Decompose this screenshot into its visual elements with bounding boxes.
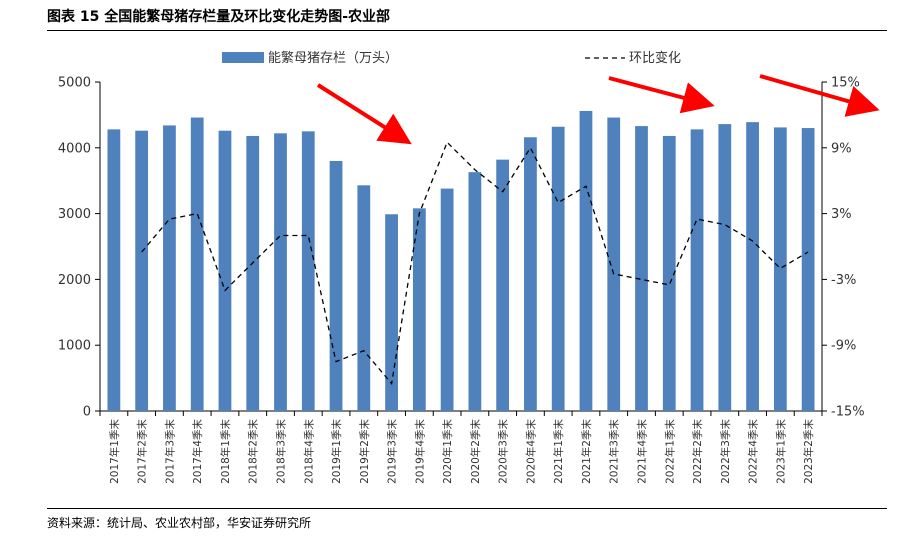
bar	[329, 160, 343, 411]
x-tick-label: 2018年1季末	[219, 419, 232, 484]
red-arrow-annotation	[759, 74, 880, 117]
legend-label-line: 环比变化	[629, 50, 681, 66]
bar	[107, 129, 121, 411]
x-tick-label: 2023年1季末	[774, 419, 787, 484]
x-tick-label: 2019年3季末	[386, 419, 399, 484]
bar	[135, 130, 149, 411]
x-tick-label: 2019年1季末	[330, 419, 343, 484]
bar	[385, 214, 398, 411]
bar	[246, 135, 260, 411]
x-tick-label: 2021年3季末	[608, 419, 621, 484]
y-right-tick-label: -15%	[831, 405, 865, 420]
y-right-tick-label: -9%	[831, 339, 856, 354]
y-right-tick-label: 3%	[831, 207, 852, 222]
bar	[524, 137, 537, 411]
bar	[301, 131, 315, 411]
legend-label-bar: 能繁母猪存栏（万头）	[268, 50, 398, 66]
x-tick-label: 2022年4季末	[747, 419, 760, 484]
x-tick-label: 2017年4季末	[191, 419, 204, 484]
x-tick-label: 2019年2季末	[358, 419, 371, 484]
bar	[773, 127, 787, 411]
x-tick-label: 2017年1季末	[108, 419, 121, 484]
y-left-tick-label: 0	[83, 405, 91, 420]
bar	[579, 110, 593, 412]
x-tick-label: 2022年2季末	[691, 419, 704, 484]
bar	[718, 124, 732, 411]
bar	[274, 133, 287, 411]
y-right-tick-label: 15%	[831, 76, 860, 91]
x-tick-label: 2020年4季末	[524, 419, 537, 484]
bar	[218, 130, 232, 411]
x-tick-label: 2020年2季末	[469, 419, 482, 484]
x-tick-label: 2021年1季末	[552, 419, 565, 484]
bar	[440, 188, 454, 411]
y-left-tick-label: 4000	[58, 141, 91, 156]
x-tick-label: 2018年3季末	[275, 419, 288, 484]
y-left-tick-label: 1000	[58, 339, 91, 354]
bar	[190, 117, 204, 412]
x-tick-label: 2017年2季末	[136, 419, 149, 484]
x-tick-label: 2022年3季末	[719, 419, 732, 484]
bar	[607, 117, 621, 412]
x-tick-label: 2020年3季末	[497, 419, 510, 484]
y-left-tick-label: 3000	[58, 207, 91, 222]
x-tick-label: 2019年4季末	[413, 419, 426, 484]
y-right-tick-label: 9%	[831, 141, 852, 156]
bar	[412, 208, 426, 411]
chart-title: 图表 15 全国能繁母猪存栏量及环比变化走势图-农业部	[47, 9, 391, 25]
red-arrow-annotation	[316, 83, 412, 145]
red-arrow-annotation	[608, 76, 715, 114]
y-right-tick-label: -3%	[831, 273, 856, 288]
x-tick-label: 2021年2季末	[580, 419, 593, 484]
bar	[357, 185, 371, 411]
x-tick-label: 2021年4季末	[636, 419, 649, 484]
bar	[551, 126, 565, 411]
x-tick-label: 2018年4季末	[302, 419, 315, 484]
title-rule	[47, 30, 887, 31]
bar	[496, 159, 510, 411]
bar	[801, 128, 815, 411]
x-tick-label: 2020年1季末	[441, 419, 454, 484]
y-left-tick-label: 2000	[58, 273, 91, 288]
bar	[662, 135, 676, 411]
legend-swatch-bar	[222, 52, 264, 63]
bar	[635, 126, 648, 411]
x-tick-label: 2018年2季末	[247, 419, 260, 484]
x-tick-label: 2023年2季末	[802, 419, 815, 484]
bar	[468, 172, 482, 411]
bar	[690, 129, 704, 411]
x-tick-label: 2022年1季末	[663, 419, 676, 484]
bar	[163, 125, 176, 411]
y-left-tick-label: 5000	[58, 76, 91, 91]
x-tick-label: 2017年3季末	[163, 419, 176, 484]
source-note: 资料来源：统计局、农业农村部，华安证券研究所	[47, 516, 312, 530]
source-rule	[47, 508, 887, 509]
bar	[746, 122, 759, 411]
mom-change-line	[141, 141, 809, 386]
